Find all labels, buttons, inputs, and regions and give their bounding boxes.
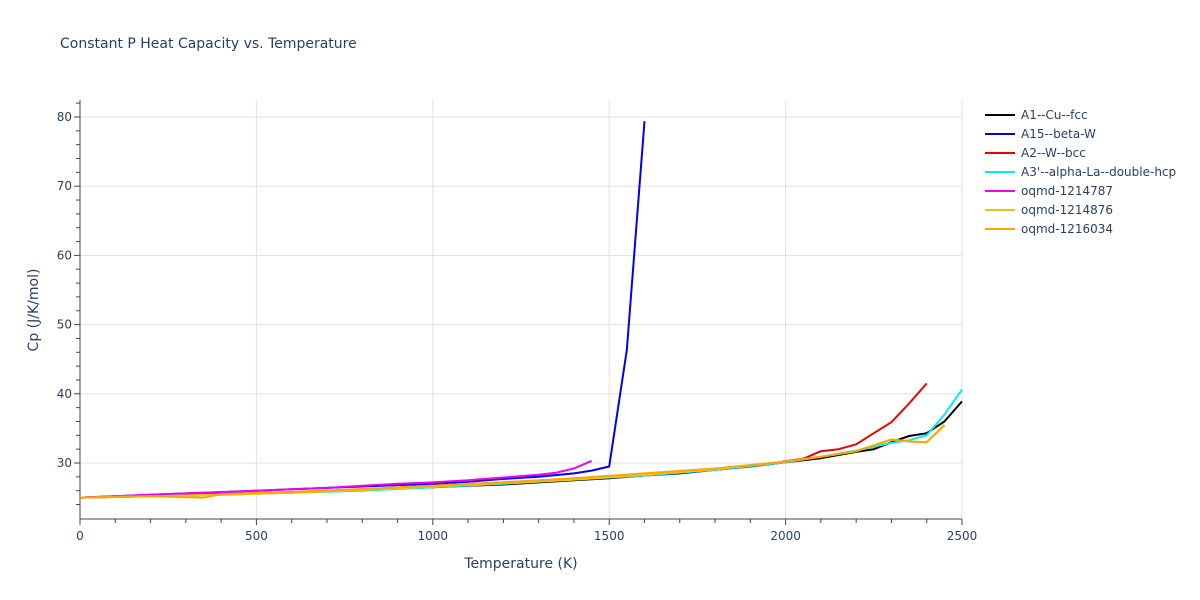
y-tick-label: 30 bbox=[57, 456, 72, 470]
y-tick-label: 50 bbox=[57, 318, 72, 332]
legend-line-icon bbox=[985, 132, 1015, 135]
legend-line-icon bbox=[985, 151, 1015, 154]
series-line-2 bbox=[79, 382, 928, 499]
y-tick-label: 70 bbox=[57, 179, 72, 193]
data-lines bbox=[79, 121, 963, 499]
legend-label: A15--beta-W bbox=[1021, 126, 1096, 141]
legend-item[interactable]: oqmd-1214876 bbox=[985, 200, 1176, 219]
legend-line-icon bbox=[985, 227, 1015, 230]
y-tick-label: 40 bbox=[57, 387, 72, 401]
y-tick-label: 80 bbox=[57, 110, 72, 124]
legend-label: oqmd-1214876 bbox=[1021, 202, 1114, 217]
legend: A1--Cu--fcc A15--beta-W A2--W--bcc A3'--alp… bbox=[985, 105, 1176, 238]
x-tick-label: 1000 bbox=[418, 529, 449, 543]
legend-line-icon bbox=[985, 208, 1015, 211]
legend-item[interactable]: A1--Cu--fcc bbox=[985, 105, 1176, 124]
legend-item[interactable]: A2--W--bcc bbox=[985, 143, 1176, 162]
legend-label: A2--W--bcc bbox=[1021, 145, 1086, 160]
series-line-1 bbox=[79, 121, 646, 499]
legend-line-icon bbox=[985, 113, 1015, 116]
legend-item[interactable]: A15--beta-W bbox=[985, 124, 1176, 143]
legend-label: oqmd-1214787 bbox=[1021, 183, 1114, 198]
chart-title: Constant P Heat Capacity vs. Temperature bbox=[60, 36, 357, 52]
y-axis-title: Cp (J/K/mol) bbox=[26, 269, 42, 352]
legend-label: A3'--alpha-La--double-hcp bbox=[1021, 164, 1177, 179]
x-tick-label: 1500 bbox=[594, 529, 625, 543]
legend-label: oqmd-1216034 bbox=[1021, 221, 1114, 236]
legend-item[interactable]: oqmd-1214787 bbox=[985, 181, 1176, 200]
legend-line-icon bbox=[985, 189, 1015, 192]
x-tick-label: 0 bbox=[76, 529, 84, 543]
x-tick-label: 500 bbox=[245, 529, 268, 543]
y-tick-label: 60 bbox=[57, 248, 72, 262]
legend-label: A1--Cu--fcc bbox=[1021, 107, 1088, 122]
x-tick-label: 2500 bbox=[947, 529, 978, 543]
series-line-6 bbox=[79, 424, 946, 499]
legend-item[interactable]: oqmd-1216034 bbox=[985, 219, 1176, 238]
legend-item[interactable]: A3'--alpha-La--double-hcp bbox=[985, 162, 1176, 181]
gridlines bbox=[80, 100, 963, 519]
series-line-4 bbox=[79, 459, 592, 499]
axes: 0 500 1000 1500 2000 2500 30 40 50 60 70 80 bbox=[57, 100, 978, 543]
series-line-5 bbox=[79, 424, 946, 499]
x-axis-title: Temperature (K) bbox=[463, 556, 577, 572]
legend-line-icon bbox=[985, 170, 1015, 173]
x-tick-label: 2000 bbox=[770, 529, 801, 543]
